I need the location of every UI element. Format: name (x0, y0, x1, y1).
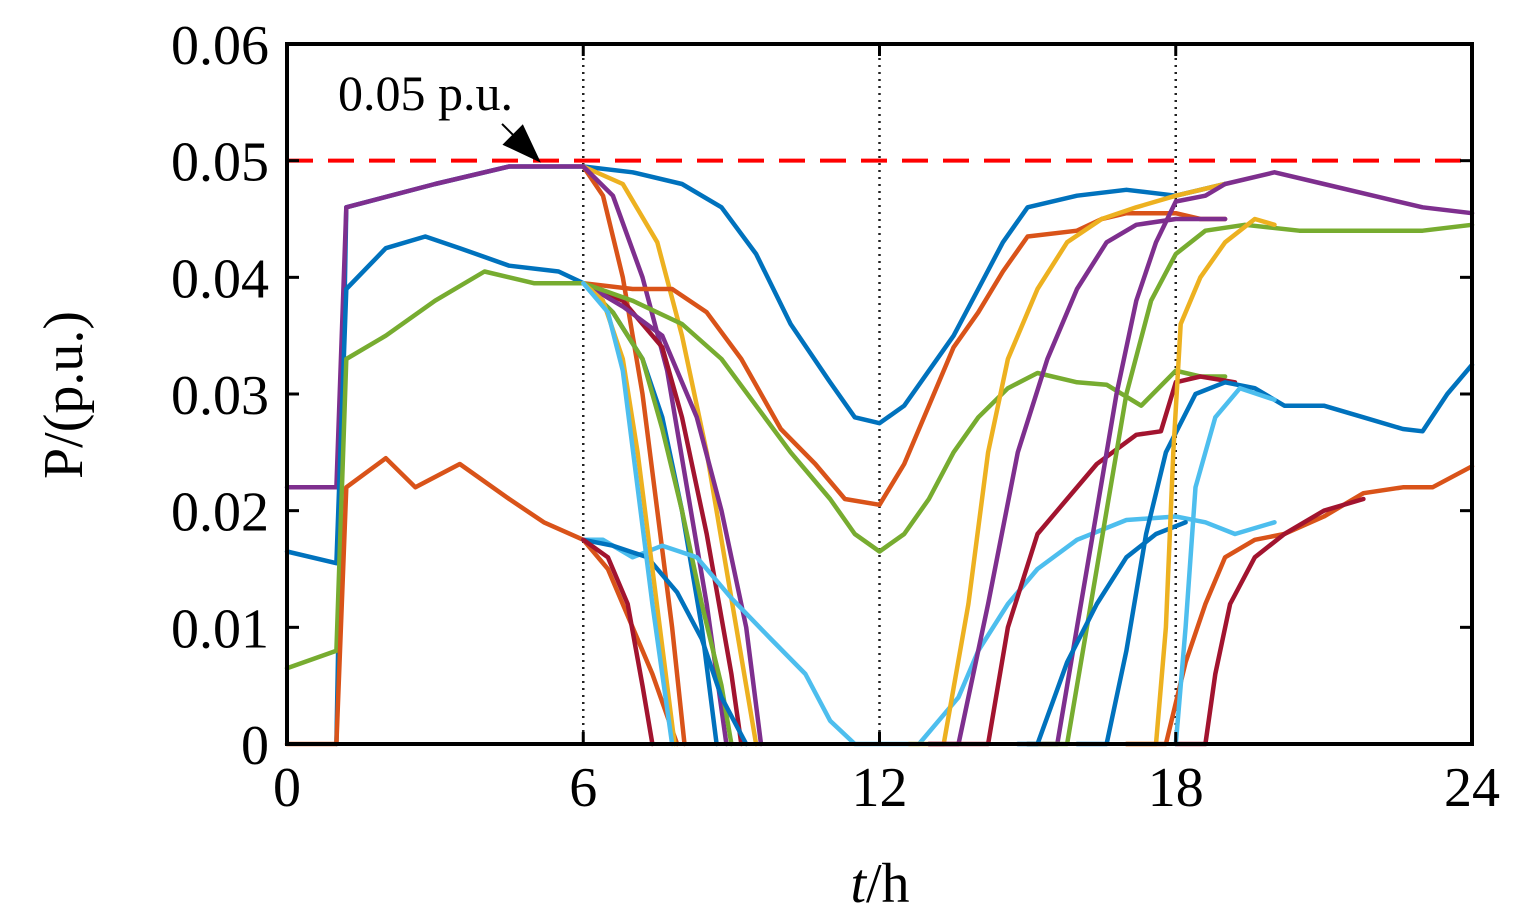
annotation-arrow (501, 123, 541, 163)
x-axis-label-var: t (850, 853, 867, 915)
series-s14 (581, 537, 749, 747)
annotation-label: 0.05 p.u. (338, 65, 513, 121)
y-tick-label: 0.02 (171, 482, 269, 544)
annotation: 0.05 p.u. (338, 65, 541, 163)
series-s12 (581, 280, 1228, 554)
axis-ticks (285, 42, 1474, 746)
x-tick-label: 12 (852, 757, 908, 819)
series-s19 (926, 216, 1228, 747)
x-tick-label: 6 (569, 757, 597, 819)
series-s24 (1074, 362, 1475, 747)
series-s28 (1173, 385, 1277, 747)
x-tick-label: 18 (1148, 757, 1204, 819)
series-s11 (581, 280, 764, 747)
y-tick-label: 0.03 (171, 365, 269, 427)
series-s10 (581, 210, 1228, 508)
series-s25 (1124, 216, 1277, 747)
series-s17 (581, 537, 655, 747)
series-s18 (906, 181, 1228, 747)
series-s4 (334, 164, 729, 747)
y-tick-label: 0.01 (171, 598, 269, 660)
x-axis-label-unit: /h (866, 853, 910, 915)
x-axis-label: t/h (850, 853, 909, 915)
y-tick-label: 0.04 (171, 248, 269, 310)
series-s15 (581, 280, 677, 747)
series-s3 (581, 164, 759, 747)
series-s8 (284, 455, 680, 747)
series-group (284, 164, 1475, 747)
series-s9 (581, 280, 744, 747)
x-tick-label: 0 (273, 757, 301, 819)
series-s22 (1025, 222, 1475, 747)
series-s21 (1025, 170, 1475, 747)
tick-labels: 0 6 12 18 24 0 0.01 0.02 0.03 0.04 0.05 0.06 (171, 15, 1500, 819)
y-tick-label: 0.05 (171, 132, 269, 194)
series-s16 (581, 280, 675, 747)
series-s20 (926, 374, 1238, 747)
y-tick-label: 0 (241, 715, 269, 777)
y-tick-label: 0.06 (171, 15, 269, 77)
x-tick-label: 24 (1444, 757, 1500, 819)
series-s27 (1173, 496, 1366, 747)
series-s2 (581, 164, 687, 747)
y-axis-label: P/(p.u.) (33, 311, 95, 479)
